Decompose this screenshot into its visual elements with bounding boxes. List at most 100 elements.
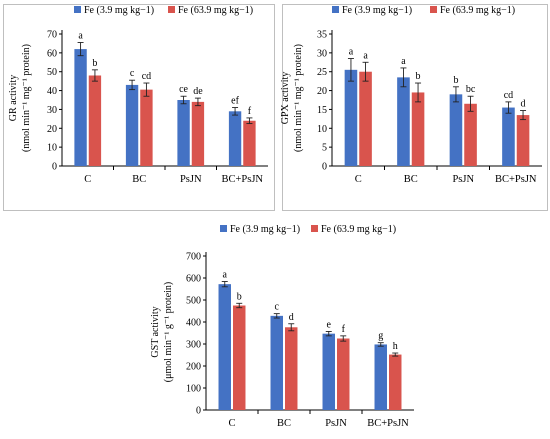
y-tick-label: 30 — [47, 105, 57, 116]
y-axis-label-units: (nmol min⁻¹ mg⁻¹ protein) — [21, 44, 32, 152]
bar-c-s0 — [218, 284, 231, 410]
y-tick-label: 0 — [196, 406, 201, 417]
y-tick-label: 40 — [47, 86, 57, 97]
y-tick-label: 10 — [47, 143, 57, 154]
gst-activity-chart: Fe (3.9 mg kg−1) Fe (63.9 mg kg−1) 0 100 200… — [136, 218, 416, 434]
y-tick-label: 10 — [317, 124, 327, 135]
gr-activity-svg: Fe (3.9 mg kg−1) Fe (63.9 mg kg−1) 0 10 20 30… — [8, 5, 268, 185]
legend-swatch-0 — [332, 6, 339, 13]
x-tick-label: C — [84, 174, 91, 185]
y-tick-label: 100 — [186, 384, 201, 395]
significance-label: f — [342, 324, 346, 335]
y-tick-label: 700 — [186, 252, 201, 263]
bar-bcpsjn-s1 — [389, 354, 402, 410]
x-tick-label: BC+PsJN — [495, 174, 537, 185]
gpx-chart-frame — [282, 4, 548, 211]
y-tick-label: 5 — [322, 143, 327, 154]
x-tick-label: PsJN — [180, 174, 202, 185]
bar-bc-s0 — [270, 315, 283, 410]
x-tick-label: C — [228, 418, 235, 429]
legend-label-1: Fe (63.9 mg kg−1) — [178, 5, 253, 16]
significance-label: d — [521, 99, 526, 110]
gpx-activity-chart: Fe (3.9 mg kg−1) Fe (63.9 mg kg−1) 0 5 10 15 2… — [280, 0, 550, 212]
bar-c-s1 — [88, 75, 102, 166]
y-tick-label: 500 — [186, 296, 201, 307]
gpx-activity-svg: Fe (3.9 mg kg−1) Fe (63.9 mg kg−1) 0 5 10 15 2… — [280, 5, 542, 185]
gst-activity-svg: Fe (3.9 mg kg−1) Fe (63.9 mg kg−1) 0 100 200… — [150, 224, 414, 429]
significance-label: a — [349, 47, 354, 58]
y-axis-label: GPX activity — [280, 72, 291, 125]
bar-bcpsjn-s1 — [516, 115, 530, 166]
bar-c-s0 — [74, 49, 87, 167]
bar-psjn-s1 — [337, 338, 350, 410]
y-tick-label: 70 — [47, 30, 57, 41]
significance-label: a — [78, 30, 83, 41]
legend-label-0: Fe (3.9 mg kg−1) — [342, 5, 412, 16]
legend-swatch-0 — [220, 225, 227, 232]
significance-label: b — [237, 291, 242, 302]
significance-label: b — [453, 75, 458, 86]
significance-label: a — [363, 50, 368, 61]
y-tick-label: 400 — [186, 318, 201, 329]
y-tick-label: 35 — [317, 30, 327, 41]
bar-bc-s1 — [140, 89, 153, 166]
significance-label: c — [130, 68, 135, 79]
y-tick-label: 300 — [186, 340, 201, 351]
bar-bcpsjn-s0 — [374, 344, 387, 410]
bar-bc-s1 — [285, 327, 298, 410]
legend-label-0: Fe (3.9 mg kg−1) — [230, 224, 300, 235]
significance-label: bc — [466, 84, 476, 95]
x-tick-label: BC — [277, 418, 291, 429]
significance-label: c — [275, 302, 280, 313]
legend-label-1: Fe (63.9 mg kg−1) — [440, 5, 515, 16]
significance-label: cd — [504, 90, 513, 101]
significance-label: e — [327, 319, 332, 330]
x-tick-label: PsJN — [325, 418, 347, 429]
legend-label-1: Fe (63.9 mg kg−1) — [321, 224, 396, 235]
y-tick-label: 25 — [317, 67, 327, 78]
significance-label: g — [378, 331, 383, 342]
significance-label: h — [393, 341, 398, 352]
y-tick-label: 15 — [317, 105, 327, 116]
significance-label: f — [248, 106, 252, 117]
significance-label: a — [223, 270, 228, 281]
x-tick-label: PsJN — [452, 174, 474, 185]
bar-bcpsjn-s1 — [243, 120, 256, 166]
legend-swatch-1 — [168, 6, 175, 13]
significance-label: d — [289, 312, 294, 323]
bar-bcpsjn-s0 — [228, 111, 242, 166]
gr-chart-frame — [3, 4, 275, 211]
legend-swatch-1 — [311, 225, 318, 232]
significance-label: b — [416, 71, 421, 82]
x-tick-label: BC — [404, 174, 418, 185]
significance-label: de — [193, 86, 203, 97]
y-tick-label: 0 — [52, 162, 57, 173]
y-tick-label: 20 — [317, 86, 327, 97]
significance-label: ef — [231, 96, 239, 107]
x-tick-label: BC — [132, 174, 146, 185]
bar-bc-s1 — [411, 92, 425, 166]
y-tick-label: 20 — [47, 124, 57, 135]
bar-bcpsjn-s0 — [502, 107, 515, 166]
significance-label: b — [92, 58, 97, 69]
y-axis-label-units: (nmol min⁻¹ mg⁻¹ protein) — [293, 44, 304, 152]
y-axis-label-units: (μmol min⁻¹ g⁻¹ protein) — [163, 282, 174, 383]
y-tick-label: 600 — [186, 274, 201, 285]
legend-swatch-0 — [74, 6, 81, 13]
bar-psjn-s1 — [191, 101, 205, 166]
bar-c-s1 — [233, 305, 246, 410]
y-tick-label: 60 — [47, 48, 57, 59]
bar-bc-s0 — [397, 77, 410, 166]
y-tick-label: 200 — [186, 362, 201, 373]
significance-label: cd — [142, 71, 151, 82]
legend-swatch-1 — [430, 6, 437, 13]
y-axis-label: GST activity — [150, 306, 161, 357]
y-tick-label: 50 — [47, 67, 57, 78]
y-tick-label: 0 — [322, 162, 327, 173]
bar-psjn-s0 — [449, 94, 463, 166]
significance-label: ce — [179, 84, 188, 95]
bar-psjn-s0 — [177, 100, 190, 166]
gr-activity-chart: Fe (3.9 mg kg−1) Fe (63.9 mg kg−1) 0 10 20 30… — [0, 0, 276, 212]
x-tick-label: BC+PsJN — [221, 174, 263, 185]
bar-c-s0 — [344, 69, 358, 166]
